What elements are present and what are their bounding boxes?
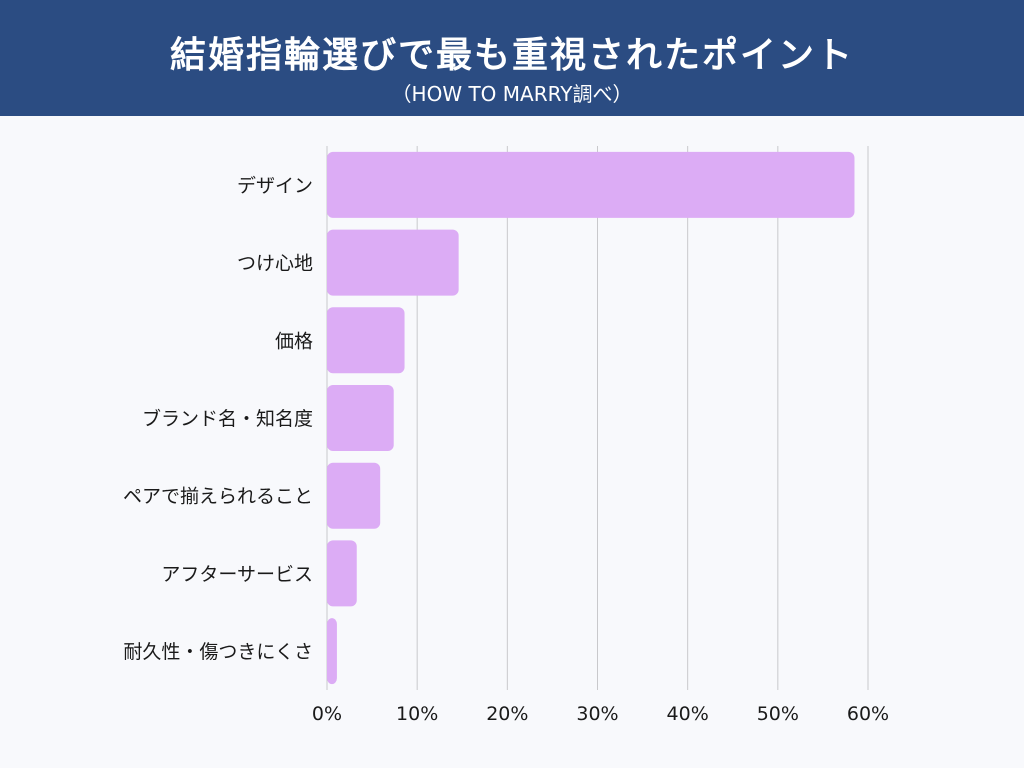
chart-header: 結婚指輪選びで最も重視されたポイント （HOW TO MARRY調べ） — [0, 0, 1024, 116]
category-label: ブランド名・知名度 — [142, 407, 313, 430]
category-label: つけ心地 — [237, 253, 313, 275]
bar — [327, 229, 459, 296]
category-label: 価格 — [275, 330, 313, 352]
category-label: ペアで揃えられること — [123, 486, 313, 508]
chart-subtitle: （HOW TO MARRY調べ） — [391, 82, 633, 106]
category-label: デザイン — [237, 175, 313, 197]
bar — [327, 151, 855, 218]
bar — [327, 307, 405, 374]
bar-chart: 0% 10% 20% 30% 40% 50% 60% デザインつけ心地価格ブランド名・知名度ペ… — [123, 146, 889, 725]
chart-area: 0% 10% 20% 30% 40% 50% 60% デザインつけ心地価格ブランド名・知名度ペ… — [0, 116, 1024, 768]
bar — [327, 618, 337, 685]
x-tick-label: 50% — [757, 703, 799, 725]
x-tick-label: 10% — [396, 703, 438, 725]
x-tick-label: 30% — [576, 703, 618, 725]
category-label: 耐久性・傷つきにくさ — [123, 641, 313, 663]
bar — [327, 462, 381, 529]
x-tick-label: 40% — [667, 703, 709, 725]
bar — [327, 385, 394, 451]
x-tick-label: 20% — [486, 703, 528, 725]
chart-title: 結婚指輪選びで最も重視されたポイント — [169, 35, 854, 76]
x-tick-label: 0% — [312, 703, 342, 725]
x-tick-label: 60% — [847, 703, 889, 725]
bar — [327, 540, 357, 607]
category-label: アフターサービス — [161, 563, 313, 585]
